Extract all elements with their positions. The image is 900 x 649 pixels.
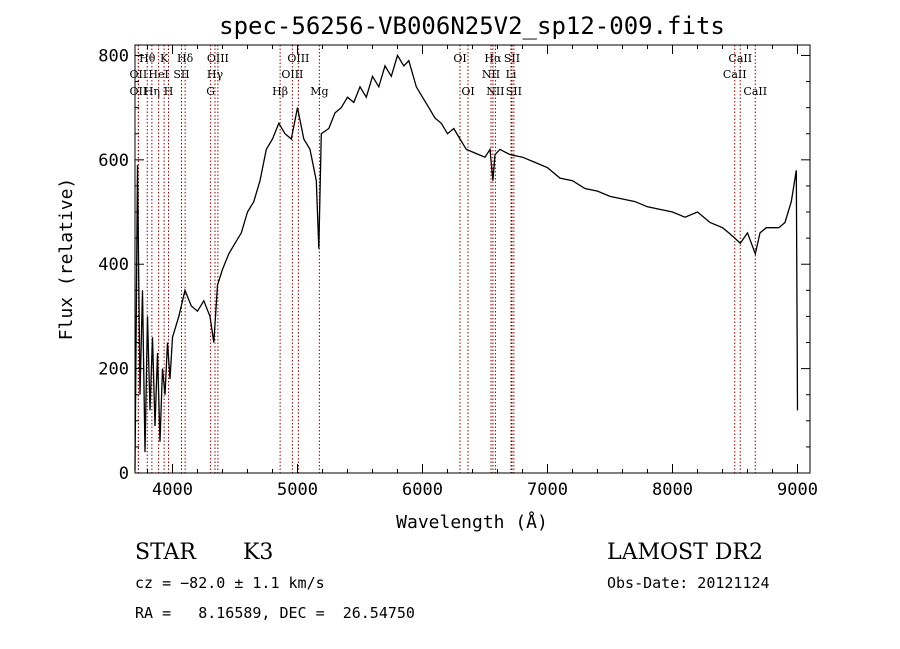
line-label-10: HeI	[148, 68, 168, 81]
x-axis-ticks: 4000 5000 6000 7000 8000 9000	[147, 45, 818, 500]
y-tick-label-0: 0	[119, 464, 129, 484]
y-axis-label: Flux (relative)	[56, 178, 77, 341]
y-tick-label-1: 200	[98, 360, 129, 380]
line-label-11: SII	[173, 68, 189, 81]
line-label-8: CaII	[728, 52, 752, 65]
line-label-25: SII	[506, 85, 522, 98]
x-tick-label-1: 5000	[277, 480, 318, 500]
x-axis-label: Wavelength (Å)	[396, 511, 548, 533]
plot-frame	[134, 44, 811, 474]
line-label-13: OIII	[281, 68, 303, 81]
line-label-18: Hη	[144, 85, 160, 98]
observation-date: Obs-Date: 20121124	[607, 574, 770, 592]
line-label-12: Hγ	[207, 68, 224, 81]
line-label-16: CaII	[723, 68, 747, 81]
spectrum-line	[134, 53, 799, 471]
redshift-cz: cz = −82.0 ± 1.1 km/s	[135, 574, 325, 592]
x-tick-label-2: 6000	[402, 480, 443, 500]
line-label-5: OI	[453, 52, 466, 65]
line-label-2: Hδ	[177, 52, 194, 65]
line-label-7: SII	[504, 52, 520, 65]
x-tick-label-5: 9000	[777, 480, 818, 500]
line-label-23: OI	[461, 85, 474, 98]
line-label-1: K	[160, 52, 169, 65]
line-label-4: OIII	[287, 52, 309, 65]
line-label-21: Hβ	[272, 85, 288, 98]
line-label-19: H	[164, 85, 174, 98]
line-label-24: NII	[486, 85, 504, 98]
line-label-3: OIII	[207, 52, 229, 65]
y-tick-label-4: 800	[98, 46, 129, 66]
object-subclass: K3	[243, 540, 274, 565]
line-label-14: NII	[482, 68, 500, 81]
y-axis-ticks: 0 200 400 600 800	[98, 46, 810, 484]
line-label-15: Li	[506, 68, 517, 81]
line-label-17: OII	[130, 85, 148, 98]
line-label-20: G	[206, 85, 215, 98]
survey-name: LAMOST DR2	[607, 540, 763, 565]
line-label-26: CaII	[743, 85, 767, 98]
coordinates: RA = 8.16589, DEC = 26.54750	[135, 604, 415, 622]
y-tick-label-2: 400	[98, 255, 129, 275]
y-tick-label-3: 600	[98, 151, 129, 171]
chart-title: spec-56256-VB006N25V2_sp12-009.fits	[219, 12, 725, 40]
line-label-6: Hα	[484, 52, 502, 65]
x-tick-label-0: 4000	[152, 480, 193, 500]
line-label-0: Hθ	[139, 52, 156, 65]
x-tick-label-3: 7000	[527, 480, 568, 500]
line-label-22: Mg	[310, 85, 328, 98]
x-tick-label-4: 8000	[652, 480, 693, 500]
object-class: STAR	[135, 540, 196, 565]
